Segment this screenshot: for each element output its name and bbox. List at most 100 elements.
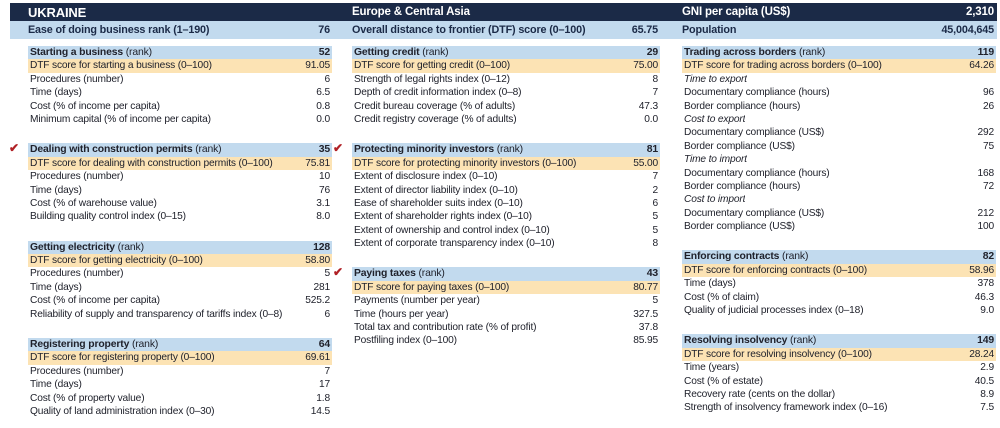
country-name: UKRAINE (10, 3, 332, 21)
indicator-row: Extent of shareholder rights index (0–10… (352, 210, 660, 223)
indicator-value: 46.3 (974, 291, 994, 303)
indicator-label: DTF score for resolving insolvency (0–10… (684, 348, 872, 360)
indicator-label: DTF score for enforcing contracts (0–100… (684, 264, 867, 276)
overall-dtf: Overall distance to frontier (DTF) score… (332, 21, 660, 39)
indicator-row: DTF score for starting a business (0–100… (28, 59, 332, 73)
section-title-row: Getting credit (rank) 29 (352, 46, 660, 60)
indicator-row: Time (days) 17 (28, 378, 332, 391)
indicator-label: Border compliance (hours) (684, 180, 801, 192)
indicator-value: 525.2 (305, 295, 330, 307)
indicator-value: 69.61 (305, 352, 330, 364)
section-rank-value: 119 (977, 47, 994, 58)
indicator-label: Strength of insolvency framework index (… (684, 402, 888, 414)
section-title: Resolving insolvency (rank) (684, 335, 817, 347)
indicator-label: Time (days) (30, 379, 82, 391)
section-title-row: ✔ Protecting minority investors (rank) 81 (333, 142, 660, 157)
section-title-row: Resolving insolvency (rank) 149 (682, 334, 996, 348)
section-resolving-insolvency: Resolving insolvency (rank) 149 DTF score … (682, 334, 996, 414)
indicator-label: Border compliance (US$) (684, 221, 795, 233)
indicator-label: Procedures (number) (30, 365, 124, 377)
indicator-label: Ease of shareholder suits index (0–10) (354, 197, 523, 209)
indicator-value: 26 (982, 100, 994, 112)
indicator-label: Extent of shareholder rights index (0–10… (354, 211, 532, 223)
indicator-row: DTF score for paying taxes (0–100) 80.77 (352, 280, 660, 295)
indicator-value: 28.24 (969, 348, 994, 360)
indicator-row: Extent of corporate transparency index (… (352, 237, 660, 250)
indicator-row: Border compliance (US$) 100 (682, 220, 996, 233)
section-title: Protecting minority investors (rank) (354, 144, 523, 156)
population-label: Population (682, 24, 737, 36)
indicator-row: DTF score for trading across borders (0–… (682, 59, 996, 73)
section-title-note: (rank) (131, 339, 159, 351)
indicator-value: 55.00 (633, 157, 658, 169)
country-label: UKRAINE (28, 4, 87, 20)
indicator-value: 6 (324, 73, 330, 85)
indicator-label: DTF score for protecting minority invest… (354, 157, 577, 169)
indicator-label: Building quality control index (0–15) (30, 211, 186, 223)
indicator-value: 281 (313, 281, 330, 293)
section-title-note: (rank) (496, 144, 523, 156)
sub-header-bar: Ease of doing business rank (1–190) 76 O… (10, 21, 997, 39)
indicator-label: Time (days) (30, 87, 82, 99)
indicator-value: 2.9 (980, 362, 994, 374)
section-title: Dealing with construction permits (rank) (30, 144, 222, 156)
indicator-label: Extent of disclosure index (0–10) (354, 171, 498, 183)
indicator-row: DTF score for dealing with construction … (28, 156, 332, 171)
indicator-value: 8 (652, 73, 658, 85)
indicator-value: 327.5 (633, 308, 658, 320)
population-value: 45,004,645 (941, 24, 994, 36)
indicator-value: 0.0 (316, 113, 330, 125)
indicator-row: DTF score for protecting minority invest… (352, 156, 660, 171)
indicator-label: Procedures (number) (30, 268, 124, 280)
indicator-value: 6 (324, 308, 330, 320)
section-enforcing-contracts: Enforcing contracts (rank) 82 DTF score fo… (682, 250, 996, 317)
section-title: Registering property (rank) (30, 339, 159, 351)
section-rank-value: 82 (982, 251, 994, 263)
section-title-row: ✔ Paying taxes (rank) 43 (333, 266, 660, 281)
section-title: Getting electricity (rank) (30, 241, 144, 253)
indicator-label: Credit registry coverage (% of adults) (354, 113, 517, 125)
section-rank-value: 52 (318, 47, 330, 58)
indicator-value: 76 (318, 184, 330, 196)
indicator-label: Documentary compliance (hours) (684, 167, 830, 179)
indicator-value: 8 (652, 238, 658, 250)
indicator-row: Cost (% of income per capita) 525.2 (28, 294, 332, 307)
section-rank-value: 81 (646, 144, 658, 156)
indicator-label: Cost to import (684, 194, 746, 206)
indicator-row: Total tax and contribution rate (% of pr… (352, 321, 660, 334)
indicator-value: 3.1 (316, 197, 330, 209)
indicator-label: Cost (% of claim) (684, 291, 760, 303)
column-left: Starting a business (rank) 52 DTF score fo… (9, 46, 332, 428)
indicator-label: Depth of credit information index (0–8) (354, 87, 522, 99)
indicator-row: Strength of insolvency framework index (… (682, 401, 996, 414)
indicator-row: Time (days) 6.5 (28, 86, 332, 99)
red-check-icon: ✔ (333, 141, 343, 156)
indicator-value: 6.5 (316, 87, 330, 99)
indicator-row: Quality of land administration index (0–… (28, 405, 332, 418)
indicator-row: Extent of ownership and control index (0… (352, 224, 660, 237)
indicator-label: Extent of ownership and control index (0… (354, 224, 550, 236)
indicator-row: Cost (% of estate) 40.5 (682, 375, 996, 388)
overall-dtf-value: 65.75 (631, 24, 658, 36)
indicator-row: Border compliance (hours) 72 (682, 180, 996, 193)
population: Population 45,004,645 (660, 21, 997, 39)
indicator-row: Time (hours per year) 327.5 (352, 308, 660, 321)
region-name: Europe & Central Asia (332, 3, 660, 21)
indicator-label: Minimum capital (% of income per capita) (30, 113, 211, 125)
indicator-label: Cost (% of warehouse value) (30, 197, 157, 209)
indicator-label: Reliability of supply and transparency o… (30, 308, 283, 320)
indicator-value: 168 (977, 167, 994, 179)
red-check-icon: ✔ (9, 141, 19, 156)
indicator-label: Strength of legal rights index (0–12) (354, 73, 510, 85)
red-check-icon: ✔ (333, 265, 343, 280)
subgroup-row: Cost to import (682, 193, 996, 206)
indicator-value: 100 (977, 221, 994, 233)
indicator-label: DTF score for paying taxes (0–100) (354, 281, 510, 293)
ease-label: Ease of doing business rank (1–190) (28, 24, 210, 36)
indicator-label: Time (days) (684, 278, 736, 290)
indicator-row: Minimum capital (% of income per capita)… (28, 113, 332, 126)
indicator-value: 75 (982, 140, 994, 152)
indicator-label: DTF score for starting a business (0–100… (30, 60, 212, 72)
indicator-label: Time to export (684, 73, 747, 85)
indicator-label: DTF score for registering property (0–10… (30, 352, 215, 364)
